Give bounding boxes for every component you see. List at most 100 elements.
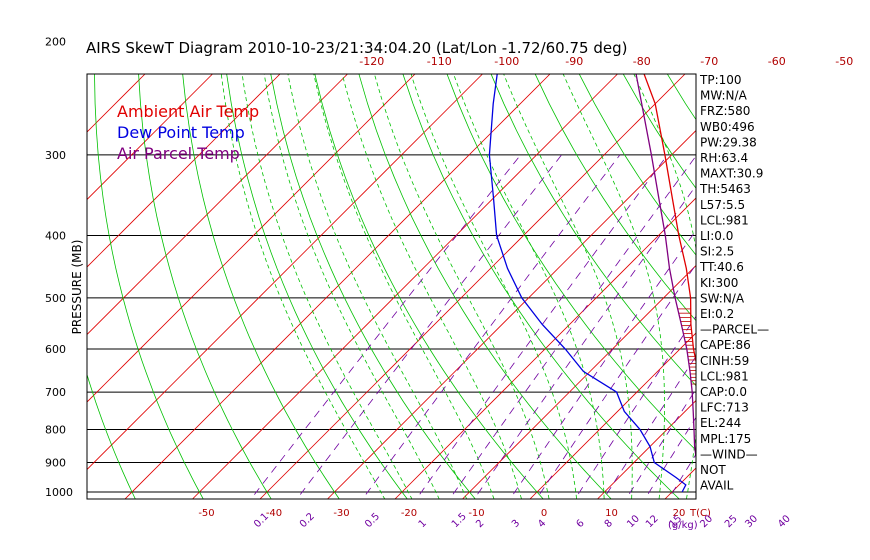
dry-adiabat-line xyxy=(314,74,544,499)
stat-line: —PARCEL— xyxy=(700,323,769,337)
dry-adiabat-line xyxy=(358,74,612,499)
pressure-tick-label: 300 xyxy=(45,149,66,162)
stat-line: TH:5463 xyxy=(699,182,751,196)
bottom-temp-tick-label: -30 xyxy=(333,508,349,519)
parcel-temp-line xyxy=(635,74,696,479)
dry-adiabat-line xyxy=(852,0,870,506)
chart-title: AIRS SkewT Diagram 2010-10-23/21:34:04.2… xyxy=(86,39,627,57)
bottom-temp-tick-label: -50 xyxy=(198,508,214,519)
stat-line: NOT xyxy=(700,463,726,477)
dewpoint-line xyxy=(488,74,687,493)
mixing-ratio-line xyxy=(535,263,696,499)
isotherm-line xyxy=(87,74,281,268)
moist-adiabat-line xyxy=(220,74,386,499)
dry-adiabat-line xyxy=(666,74,696,121)
stat-line: SW:N/A xyxy=(700,291,745,305)
stat-line: TT:40.6 xyxy=(699,260,744,274)
stat-line: MPL:175 xyxy=(700,432,751,446)
stat-line: L57:5.5 xyxy=(700,198,745,212)
stat-line: LI:0.0 xyxy=(700,229,733,243)
dry-adiabat-line xyxy=(87,373,136,499)
mixing-ratio-label: 0.5 xyxy=(363,511,382,530)
isotherm-line xyxy=(259,74,686,499)
dry-adiabat-line xyxy=(817,0,870,506)
mixing-ratio-label: 2 xyxy=(474,518,486,530)
legend-dewpoint: Dew Point Temp xyxy=(117,123,245,142)
bottom-temp-tick-label: -10 xyxy=(468,508,484,519)
pressure-tick-label: 400 xyxy=(45,229,66,242)
mixing-ratio-line xyxy=(509,229,696,499)
plot-frame xyxy=(86,73,697,500)
isotherm-line xyxy=(87,74,484,471)
stat-line: LCL:981 xyxy=(700,213,749,227)
isotherm-line xyxy=(793,0,870,506)
mixing-ratio-label: 25 xyxy=(723,513,740,530)
y-axis-label: PRESSURE (MB) xyxy=(70,240,84,335)
stat-line: MAXT:30.9 xyxy=(700,167,763,181)
stat-line: LFC:713 xyxy=(700,401,749,415)
stat-line: FRZ:580 xyxy=(700,104,750,118)
dry-adiabat-line xyxy=(490,74,696,387)
stat-line: SI:2.5 xyxy=(700,245,734,259)
top-temp-tick-label: -50 xyxy=(835,55,853,68)
mixing-ratio-label: 1.5 xyxy=(450,511,469,530)
stat-line: LCL:981 xyxy=(700,369,749,383)
dry-adiabat-line xyxy=(578,74,696,256)
mixing-ratio-label: 12 xyxy=(644,513,661,530)
legend-ambient: Ambient Air Temp xyxy=(117,102,259,121)
legend: Ambient Air Temp Dew Point Temp Air Parc… xyxy=(117,102,259,163)
stat-line: RH:63.4 xyxy=(700,151,748,165)
top-temp-tick-label: -100 xyxy=(494,55,519,68)
axis-layer: 1002003004005006007008009001000-120-110-… xyxy=(45,35,853,531)
stat-line: TP:100 xyxy=(699,73,742,87)
mixing-ratio-line xyxy=(574,315,696,499)
pressure-tick-label: 900 xyxy=(45,456,66,469)
bottom-temp-tick-label: 10 xyxy=(605,508,618,519)
top-temp-tick-label: -90 xyxy=(565,55,583,68)
dry-adiabat-line xyxy=(622,74,696,189)
dry-adiabat-line xyxy=(94,74,204,499)
dry-adiabat-line xyxy=(138,74,272,499)
isotherm-line xyxy=(87,74,214,201)
moist-adiabat-line xyxy=(633,74,696,499)
stat-line: PW:29.38 xyxy=(700,135,757,149)
ambient-temp-line xyxy=(643,74,696,479)
mixing-ratio-label: 3 xyxy=(510,518,522,530)
pressure-tick-label: 600 xyxy=(45,343,66,356)
pressure-tick-label: 500 xyxy=(45,292,66,305)
mixing-ratio-label: 4 xyxy=(536,518,548,530)
moist-adiabat-line xyxy=(341,74,522,499)
bottom-temp-tick-label: -40 xyxy=(266,508,282,519)
mixing-ratio-line xyxy=(415,154,668,499)
top-temp-tick-label: -70 xyxy=(700,55,718,68)
mixing-ratio-label: 30 xyxy=(743,513,760,530)
isotherm-line xyxy=(394,197,696,499)
mixing-ratio-line xyxy=(602,355,696,499)
isotherm-line xyxy=(191,74,619,499)
dry-adiabat-line xyxy=(226,74,408,499)
stat-line: KI:300 xyxy=(700,276,738,290)
bottom-temp-tick-label: 0 xyxy=(541,508,547,519)
moist-adiabat-line xyxy=(374,74,550,499)
moist-adiabat-line xyxy=(793,41,870,505)
isotherm-line xyxy=(461,264,696,499)
bottom-temp-tick-label: -20 xyxy=(401,508,417,519)
moist-adiabat-line xyxy=(263,74,440,499)
bottom-temp-unit-label: T(C) xyxy=(689,508,711,519)
pressure-tick-label: 700 xyxy=(45,386,66,399)
stat-line: EI:0.2 xyxy=(700,307,734,321)
top-temp-tick-label: -120 xyxy=(359,55,384,68)
mixing-ratio-line xyxy=(774,155,870,506)
isotherm-line xyxy=(529,332,696,499)
moist-adiabat-line xyxy=(287,74,468,499)
isotherm-line xyxy=(124,74,551,499)
stat-line: EL:244 xyxy=(700,416,741,430)
dry-adiabat-line xyxy=(402,74,680,499)
pressure-tick-label: 200 xyxy=(45,35,66,48)
mixing-ratio-line xyxy=(362,154,621,499)
mixing-ratio-line xyxy=(473,185,696,499)
top-temp-tick-label: -80 xyxy=(633,55,651,68)
mixing-ratio-unit-label: (g/kg) xyxy=(668,520,698,531)
dry-adiabat-line xyxy=(534,74,696,322)
